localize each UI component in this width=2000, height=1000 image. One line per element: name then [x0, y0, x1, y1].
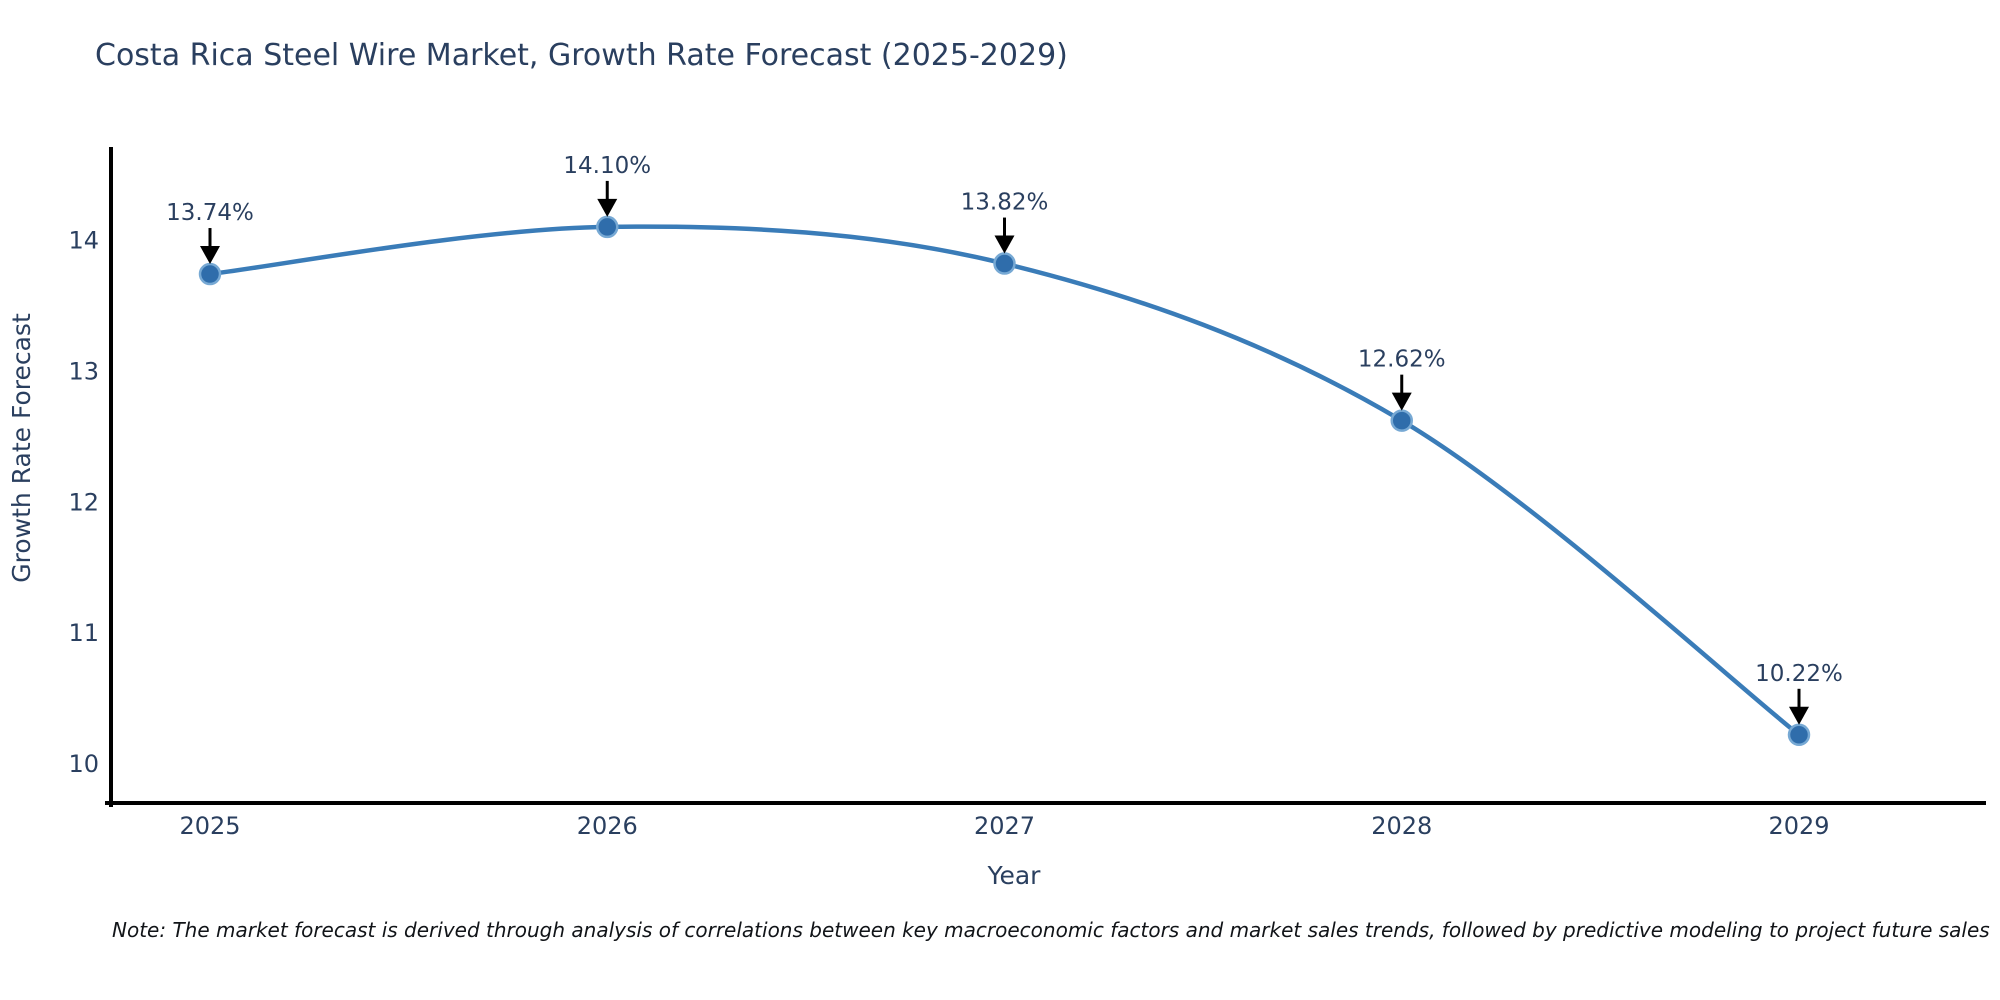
x-tick-label: 2026 [577, 812, 638, 840]
data-point-label-2025: 13.74% [166, 200, 254, 226]
annotation-arrowhead-icon [994, 235, 1015, 254]
data-point-marker-2029 [1787, 723, 1811, 747]
x-axis-title: Year [987, 861, 1042, 890]
data-point-marker-2027 [993, 252, 1016, 275]
x-tick-label: 2029 [1768, 812, 1829, 840]
x-tick-label: 2025 [179, 812, 240, 840]
x-tick-label: 2028 [1371, 812, 1432, 840]
forecast-line-series [207, 224, 1802, 738]
annotation-arrowhead-icon [1391, 392, 1412, 411]
annotation-arrowhead-icon [597, 198, 618, 217]
y-tick-label: 14 [68, 227, 99, 255]
y-tick-label: 12 [68, 488, 99, 516]
data-point-label-2029: 10.22% [1755, 661, 1843, 687]
footnote: Note: The market forecast is derived thr… [112, 918, 1990, 942]
x-tick-label: 2027 [974, 812, 1035, 840]
annotation-arrowhead-icon [200, 246, 220, 265]
y-tick-label: 13 [68, 357, 99, 385]
annotation-arrowhead-icon [1789, 706, 1809, 725]
data-point-marker-2025 [198, 262, 222, 286]
data-point-marker-2026 [596, 215, 619, 239]
data-point-marker-2028 [1390, 409, 1413, 432]
data-point-label-2028: 12.62% [1358, 347, 1446, 373]
data-point-label-2027: 13.82% [961, 190, 1049, 216]
y-tick-label: 11 [68, 619, 99, 647]
y-axis-title: Growth Rate Forecast [7, 313, 36, 583]
y-tick-label: 10 [68, 750, 99, 778]
chart-title: Costa Rica Steel Wire Market, Growth Rat… [95, 38, 1068, 73]
data-point-label-2026: 14.10% [563, 153, 651, 179]
